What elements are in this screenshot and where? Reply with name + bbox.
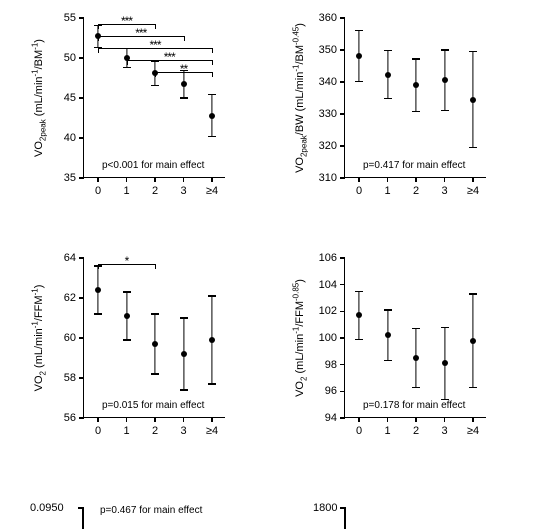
cutoff-ptext-left: p=0.467 for main effect [100, 505, 202, 516]
x-tick-label: 0 [95, 417, 101, 437]
x-tick-label: 3 [180, 417, 186, 437]
data-point [385, 332, 391, 338]
y-tick-label: 56 [64, 412, 84, 424]
p-value-text: p<0.001 for main effect [102, 160, 204, 171]
data-point [385, 72, 391, 78]
y-tick-label: 330 [319, 108, 345, 120]
data-point [95, 287, 101, 293]
p-value-text: p=0.417 for main effect [363, 160, 465, 171]
x-tick-label: 2 [152, 177, 158, 197]
data-point [209, 337, 215, 343]
cutoff-ytick-left: 0.0950 [30, 502, 64, 514]
data-point [470, 97, 476, 103]
data-point [470, 338, 476, 344]
y-tick-label: 58 [64, 372, 84, 384]
y-tick-label: 62 [64, 292, 84, 304]
data-point [181, 81, 187, 87]
y-tick-label: 60 [64, 332, 84, 344]
data-point [356, 53, 362, 59]
data-point [124, 313, 130, 319]
x-tick-label: ≥4 [467, 417, 479, 437]
y-tick-label: 64 [64, 252, 84, 264]
cutoff-ytick-right: 1800 [313, 502, 337, 514]
y-tick-label: 320 [319, 140, 345, 152]
y-tick-label: 45 [64, 92, 84, 104]
x-tick-label: 2 [413, 177, 419, 197]
chart-panel-p2: 56586062640123≥4*p=0.015 for main effect… [55, 258, 240, 443]
data-point [356, 312, 362, 318]
y-tick-label: 102 [319, 305, 345, 317]
x-tick-label: ≥4 [206, 177, 218, 197]
significance-stars: * [125, 254, 129, 268]
x-tick-label: 0 [356, 177, 362, 197]
significance-stars: *** [164, 50, 175, 64]
x-tick-label: 1 [384, 417, 390, 437]
data-point [209, 113, 215, 119]
y-tick-label: 40 [64, 132, 84, 144]
y-axis-label: VO2peak/BW (mL/min-1/BM-0.45) [292, 23, 309, 173]
x-tick-label: 0 [95, 177, 101, 197]
x-tick-label: 3 [441, 417, 447, 437]
p-value-text: p=0.015 for main effect [102, 400, 204, 411]
significance-stars: ** [180, 62, 187, 76]
data-point [181, 351, 187, 357]
y-axis-label: VO2peak (mL/min-1/BM-1) [31, 39, 48, 157]
y-tick-label: 55 [64, 12, 84, 24]
p-value-text: p=0.178 for main effect [363, 400, 465, 411]
y-tick-label: 350 [319, 44, 345, 56]
y-tick-label: 340 [319, 76, 345, 88]
data-point [152, 341, 158, 347]
chart-panel-p1: 3103203303403503600123≥4p=0.417 for main… [310, 18, 495, 203]
chart-panel-p0: 35404550550123≥4**************p<0.001 fo… [55, 18, 240, 203]
y-axis-label: VO2 (mL/min-1/FFM-0.85) [292, 279, 309, 397]
y-tick-label: 310 [319, 172, 345, 184]
data-point [442, 360, 448, 366]
plot-area: 9496981001021041060123≥4p=0.178 for main… [344, 258, 486, 418]
y-tick-label: 96 [325, 385, 345, 397]
x-tick-label: 2 [413, 417, 419, 437]
y-tick-label: 35 [64, 172, 84, 184]
significance-stars: *** [135, 26, 146, 40]
y-tick-label: 360 [319, 12, 345, 24]
x-tick-label: 1 [123, 417, 129, 437]
x-tick-label: 3 [180, 177, 186, 197]
plot-area: 35404550550123≥4**************p<0.001 fo… [83, 18, 225, 178]
chart-panel-p3: 9496981001021041060123≥4p=0.178 for main… [310, 258, 495, 443]
y-tick-label: 94 [325, 412, 345, 424]
data-point [442, 77, 448, 83]
x-tick-label: 0 [356, 417, 362, 437]
plot-area: 56586062640123≥4*p=0.015 for main effect [83, 258, 225, 418]
y-tick-label: 106 [319, 252, 345, 264]
x-tick-label: ≥4 [467, 177, 479, 197]
significance-stars: *** [149, 38, 160, 52]
y-tick-label: 104 [319, 279, 345, 291]
data-point [413, 355, 419, 361]
significance-stars: *** [121, 14, 132, 28]
x-tick-label: 1 [123, 177, 129, 197]
x-tick-label: ≥4 [206, 417, 218, 437]
x-tick-label: 2 [152, 417, 158, 437]
x-tick-label: 1 [384, 177, 390, 197]
data-point [413, 82, 419, 88]
x-tick-label: 3 [441, 177, 447, 197]
y-tick-label: 98 [325, 359, 345, 371]
plot-area: 3103203303403503600123≥4p=0.417 for main… [344, 18, 486, 178]
y-axis-label: VO2 (mL/min-1/FFM-1) [31, 285, 48, 392]
y-tick-label: 50 [64, 52, 84, 64]
y-tick-label: 100 [319, 332, 345, 344]
